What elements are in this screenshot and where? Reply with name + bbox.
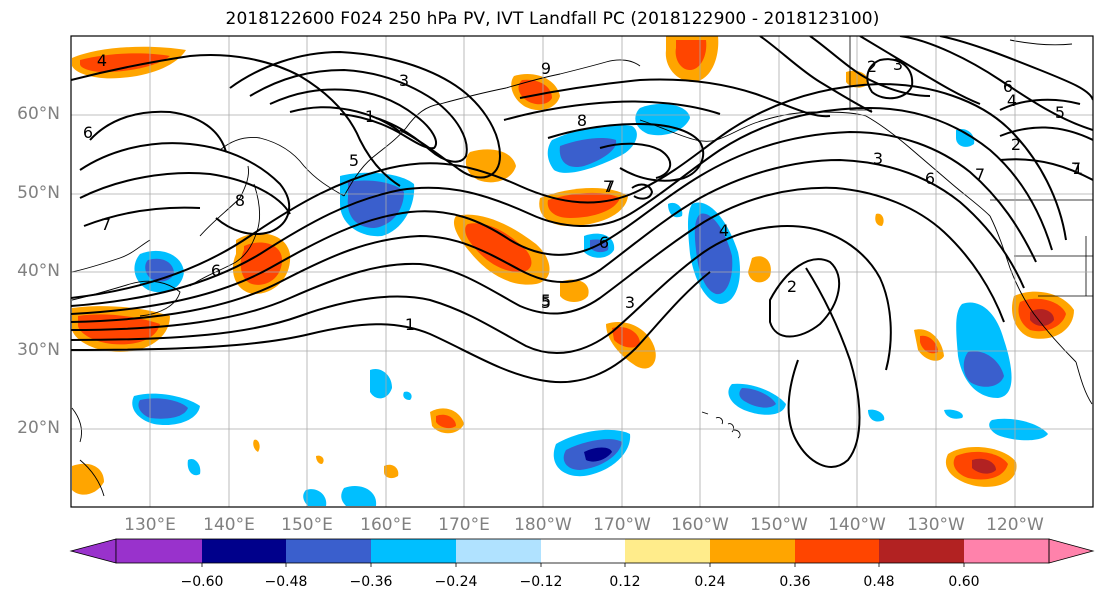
contour-label: 6 — [83, 123, 93, 142]
colorbar-segment — [879, 539, 964, 563]
borders — [849, 36, 1093, 297]
colorbar-segment — [202, 539, 286, 563]
colorbar-segment — [371, 539, 456, 563]
colorbar-tick-label: 0.60 — [948, 574, 980, 590]
colorbar-segment — [795, 539, 879, 563]
lon-label: 140°W — [828, 515, 886, 535]
colorbar-min-extend — [69, 538, 117, 564]
colorbar-max-extend — [1048, 538, 1095, 564]
lon-label: 140°E — [203, 515, 255, 535]
colorbar-tick-label: −0.60 — [180, 574, 224, 590]
positive-anomaly-core — [80, 53, 170, 72]
colorbar-tick-label: 0.12 — [609, 574, 641, 590]
lat-label: 20°N — [17, 418, 60, 438]
contour-label: 3 — [625, 293, 635, 312]
colorbar-tick-label: −0.24 — [434, 574, 478, 590]
colorbar-segment — [710, 539, 795, 563]
lon-label: 180°W — [514, 515, 572, 535]
colorbar-segment — [116, 539, 202, 563]
lon-label: 170°E — [438, 515, 490, 535]
contour-labels: 4 3 1 6 7 8 8 5 6 7 9 2 3 5 4 6 7 3 2 6 … — [83, 51, 1083, 334]
lon-label: 130°E — [124, 515, 176, 535]
contour-label: 9 — [541, 59, 551, 78]
colorbar-tick-label: −0.48 — [264, 574, 308, 590]
contour-label: 3 — [873, 149, 883, 168]
lon-label: 120°W — [986, 515, 1044, 535]
contour-label: 4 — [1007, 91, 1017, 110]
lon-label: 170°W — [593, 515, 651, 535]
contour-label: 6 — [599, 233, 609, 252]
lat-label: 30°N — [17, 340, 60, 360]
lat-label: 50°N — [17, 183, 60, 203]
colorbar — [69, 538, 1095, 567]
contour-label: 5 — [349, 151, 359, 170]
colorbar-tick-label: 0.24 — [694, 574, 726, 590]
colorbar-segment — [286, 539, 371, 563]
contour-label: 1 — [1073, 159, 1083, 178]
contour-label: 4 — [719, 221, 729, 240]
islands — [701, 411, 741, 439]
contour-label: 7 — [101, 215, 111, 234]
contour-label: 3 — [399, 71, 409, 90]
contour-label: 5 — [541, 291, 551, 310]
contour-label: 7 — [603, 177, 613, 196]
contour-label: 2 — [1011, 135, 1021, 154]
contour-label: 1 — [405, 315, 415, 334]
contour-label: 2 — [787, 277, 797, 296]
lon-label: 150°W — [750, 515, 808, 535]
contour-label: 6 — [211, 261, 221, 280]
contour-label: 8 — [235, 191, 245, 210]
contour-label: 8 — [577, 111, 587, 130]
lon-label: 130°W — [907, 515, 965, 535]
coastlines — [71, 39, 1093, 497]
contour-label: 6 — [1003, 77, 1013, 96]
lon-label: 150°E — [281, 515, 333, 535]
colorbar-tick-label: 0.36 — [779, 574, 811, 590]
contour-label: 6 — [925, 169, 935, 188]
contour-label: 7 — [1071, 159, 1081, 178]
colorbar-segment — [541, 539, 625, 563]
colorbar-segment — [456, 539, 541, 563]
colorbar-segment — [625, 539, 710, 563]
colorbar-tick-label: −0.36 — [349, 574, 393, 590]
lat-label: 60°N — [17, 104, 60, 124]
contour-label: 2 — [867, 57, 877, 76]
contour-label: 3 — [893, 55, 903, 74]
contour-label: 5 — [541, 293, 551, 312]
map-title: 2018122600 F024 250 hPa PV, IVT Landfall… — [225, 9, 880, 29]
plot-frame — [70, 35, 1094, 508]
colorbar-tick-label: 0.48 — [863, 574, 895, 590]
contour-label: 7 — [975, 165, 985, 184]
lon-label: 160°W — [671, 515, 729, 535]
contour-label: 1 — [365, 107, 375, 126]
contour-label: 7 — [605, 177, 615, 196]
colorbar-tick-label: −0.12 — [519, 574, 563, 590]
pv-contours — [71, 36, 1093, 468]
colorbar-segment — [964, 539, 1049, 563]
lon-label: 160°E — [360, 515, 412, 535]
contour-label: 4 — [97, 51, 107, 70]
contour-label: 5 — [1055, 103, 1065, 122]
lat-label: 40°N — [17, 261, 60, 281]
